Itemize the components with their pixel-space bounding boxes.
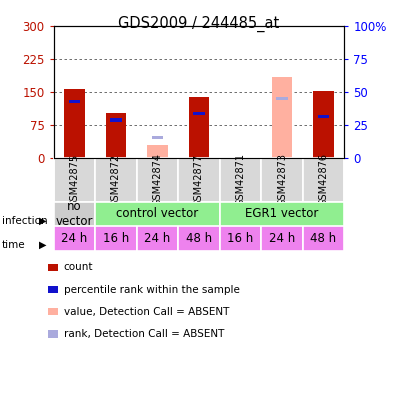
Text: GDS2009 / 244485_at: GDS2009 / 244485_at bbox=[118, 16, 280, 32]
Text: GSM42876: GSM42876 bbox=[318, 153, 328, 207]
Bar bbox=[147, 145, 168, 158]
Text: no
vector: no vector bbox=[56, 200, 93, 228]
Text: GSM42877: GSM42877 bbox=[194, 153, 204, 207]
Bar bbox=[64, 89, 85, 158]
Bar bbox=[137, 158, 178, 202]
Text: 24 h: 24 h bbox=[269, 232, 295, 245]
Bar bbox=[276, 97, 288, 100]
Bar bbox=[178, 226, 220, 251]
Bar bbox=[261, 158, 303, 202]
Bar bbox=[95, 202, 220, 226]
Text: ▶: ▶ bbox=[39, 240, 47, 250]
Text: 48 h: 48 h bbox=[186, 232, 212, 245]
Text: value, Detection Call = ABSENT: value, Detection Call = ABSENT bbox=[64, 307, 229, 317]
Bar bbox=[318, 115, 329, 117]
Text: 24 h: 24 h bbox=[61, 232, 88, 245]
Bar bbox=[137, 226, 178, 251]
Bar bbox=[95, 158, 137, 202]
Bar bbox=[193, 112, 205, 115]
Bar bbox=[54, 226, 95, 251]
Bar bbox=[220, 202, 344, 226]
Text: control vector: control vector bbox=[116, 207, 199, 220]
Bar bbox=[105, 113, 127, 158]
Bar bbox=[303, 226, 344, 251]
Bar bbox=[189, 97, 209, 158]
Text: GSM42873: GSM42873 bbox=[277, 153, 287, 207]
Bar bbox=[178, 158, 220, 202]
Text: infection: infection bbox=[2, 216, 48, 226]
Bar bbox=[54, 158, 95, 202]
Bar bbox=[69, 100, 80, 103]
Bar bbox=[220, 158, 261, 202]
Bar bbox=[220, 226, 261, 251]
Text: rank, Detection Call = ABSENT: rank, Detection Call = ABSENT bbox=[64, 329, 224, 339]
Bar bbox=[152, 136, 163, 139]
Text: GSM42875: GSM42875 bbox=[70, 153, 80, 207]
Text: percentile rank within the sample: percentile rank within the sample bbox=[64, 285, 240, 294]
Text: time: time bbox=[2, 240, 25, 250]
Text: GSM42871: GSM42871 bbox=[236, 153, 246, 207]
Text: GSM42872: GSM42872 bbox=[111, 153, 121, 207]
Text: ▶: ▶ bbox=[39, 216, 47, 226]
Bar bbox=[271, 77, 293, 158]
Text: 48 h: 48 h bbox=[310, 232, 337, 245]
Bar bbox=[303, 158, 344, 202]
Bar bbox=[110, 119, 122, 122]
Text: count: count bbox=[64, 262, 93, 272]
Bar bbox=[54, 202, 95, 226]
Text: GSM42874: GSM42874 bbox=[152, 153, 162, 207]
Bar bbox=[261, 226, 303, 251]
Text: 24 h: 24 h bbox=[144, 232, 171, 245]
Bar bbox=[95, 226, 137, 251]
Text: 16 h: 16 h bbox=[227, 232, 254, 245]
Text: EGR1 vector: EGR1 vector bbox=[245, 207, 319, 220]
Bar bbox=[313, 92, 334, 158]
Text: 16 h: 16 h bbox=[103, 232, 129, 245]
